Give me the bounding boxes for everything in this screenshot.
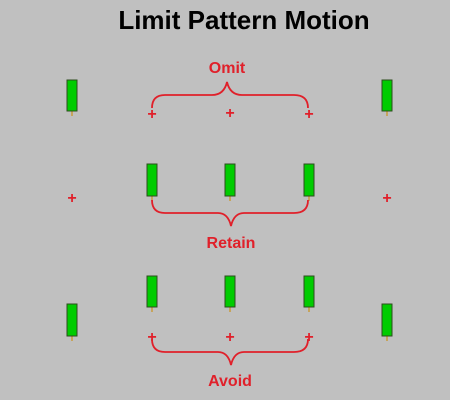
plus-marker: + bbox=[225, 329, 234, 346]
plus-marker: + bbox=[225, 105, 234, 122]
bar-candle bbox=[381, 79, 393, 116]
plus-marker: + bbox=[67, 190, 76, 207]
bar-candle bbox=[66, 79, 78, 116]
plus-marker: + bbox=[304, 106, 313, 123]
bar-candle bbox=[146, 275, 158, 312]
bar-candle bbox=[224, 275, 236, 312]
bar-candle bbox=[224, 163, 236, 201]
brace-over bbox=[151, 81, 309, 109]
label-avoid: Avoid bbox=[208, 373, 252, 390]
plus-marker: + bbox=[382, 190, 391, 207]
bar-candle bbox=[303, 163, 315, 201]
row-avoid: + + + Avoid bbox=[66, 275, 393, 390]
bar-candle bbox=[303, 275, 315, 312]
row-omit: + + + Omit bbox=[66, 60, 393, 123]
bar-candle bbox=[66, 303, 78, 341]
page-title: Limit Pattern Motion bbox=[118, 5, 369, 35]
label-omit: Omit bbox=[209, 60, 246, 77]
plus-marker: + bbox=[304, 329, 313, 346]
bar-candle bbox=[381, 303, 393, 341]
row-retain: + + Retain bbox=[67, 163, 392, 252]
brace-under bbox=[151, 338, 309, 366]
plus-marker: + bbox=[147, 329, 156, 346]
plus-marker: + bbox=[147, 106, 156, 123]
brace-under bbox=[151, 199, 309, 227]
label-retain: Retain bbox=[207, 235, 256, 252]
bar-candle bbox=[146, 163, 158, 201]
